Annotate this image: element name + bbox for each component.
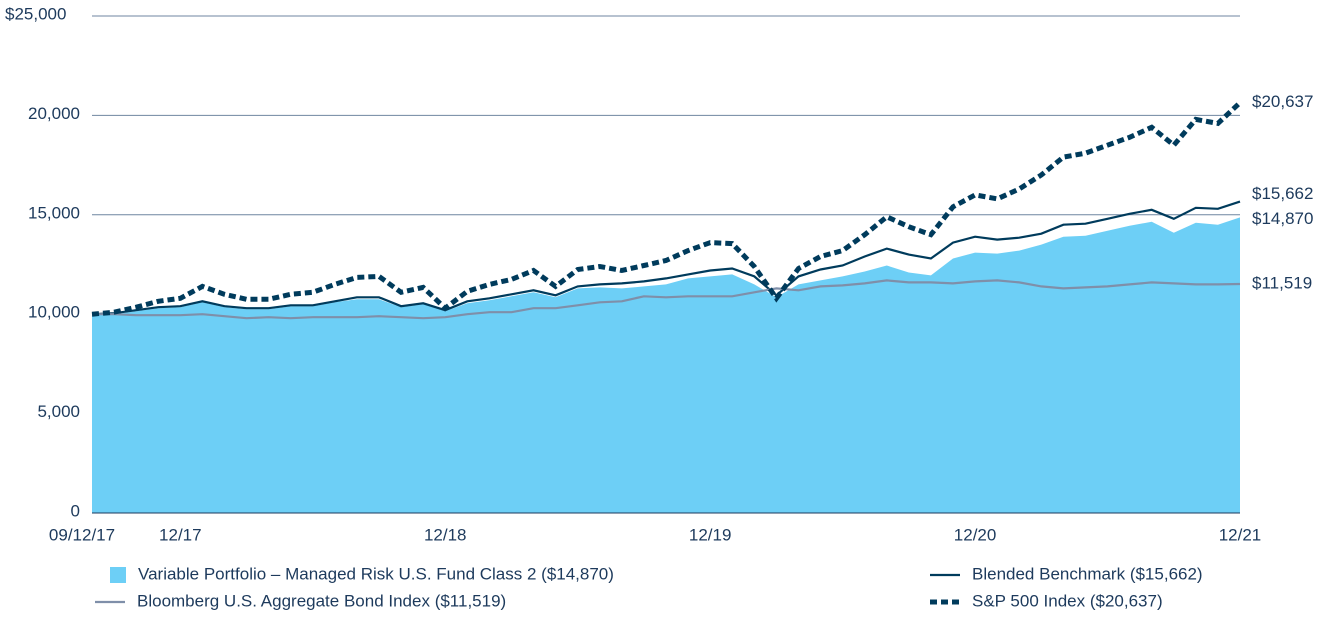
y-tick-label: 10,000 [28,303,80,322]
area [92,217,1240,513]
legend-label: S&P 500 Index ($20,637) [972,591,1163,610]
y-tick-label: 5,000 [37,402,80,421]
end-label: $15,662 [1252,184,1313,203]
x-tick-label: 12/18 [424,525,467,544]
legend-label: Blended Benchmark ($15,662) [972,564,1203,583]
line [91,200,1241,316]
legend-label: Variable Portfolio – Managed Risk U.S. F… [138,564,614,583]
y-tick-label: 15,000 [28,203,80,222]
legend-label: Bloomberg U.S. Aggregate Bond Index ($11… [137,591,506,610]
line [92,279,1241,320]
y-tick-label: 0 [71,501,80,520]
x-tick-label: 12/20 [954,525,997,544]
y-tick-label: $25,000 [5,4,66,23]
end-label: $20,637 [1252,92,1313,111]
x-tick-label: 09/12/17 [49,525,115,544]
x-tick-label: 12/17 [159,525,202,544]
y-tick-label: 20,000 [28,104,80,123]
end-label: $11,519 [1252,273,1312,292]
end-label: $14,870 [1252,209,1313,228]
x-tick-label: 12/19 [689,525,732,544]
x-tick-label: 12/21 [1219,525,1262,544]
legend-swatch [110,567,126,583]
line [91,100,1242,317]
